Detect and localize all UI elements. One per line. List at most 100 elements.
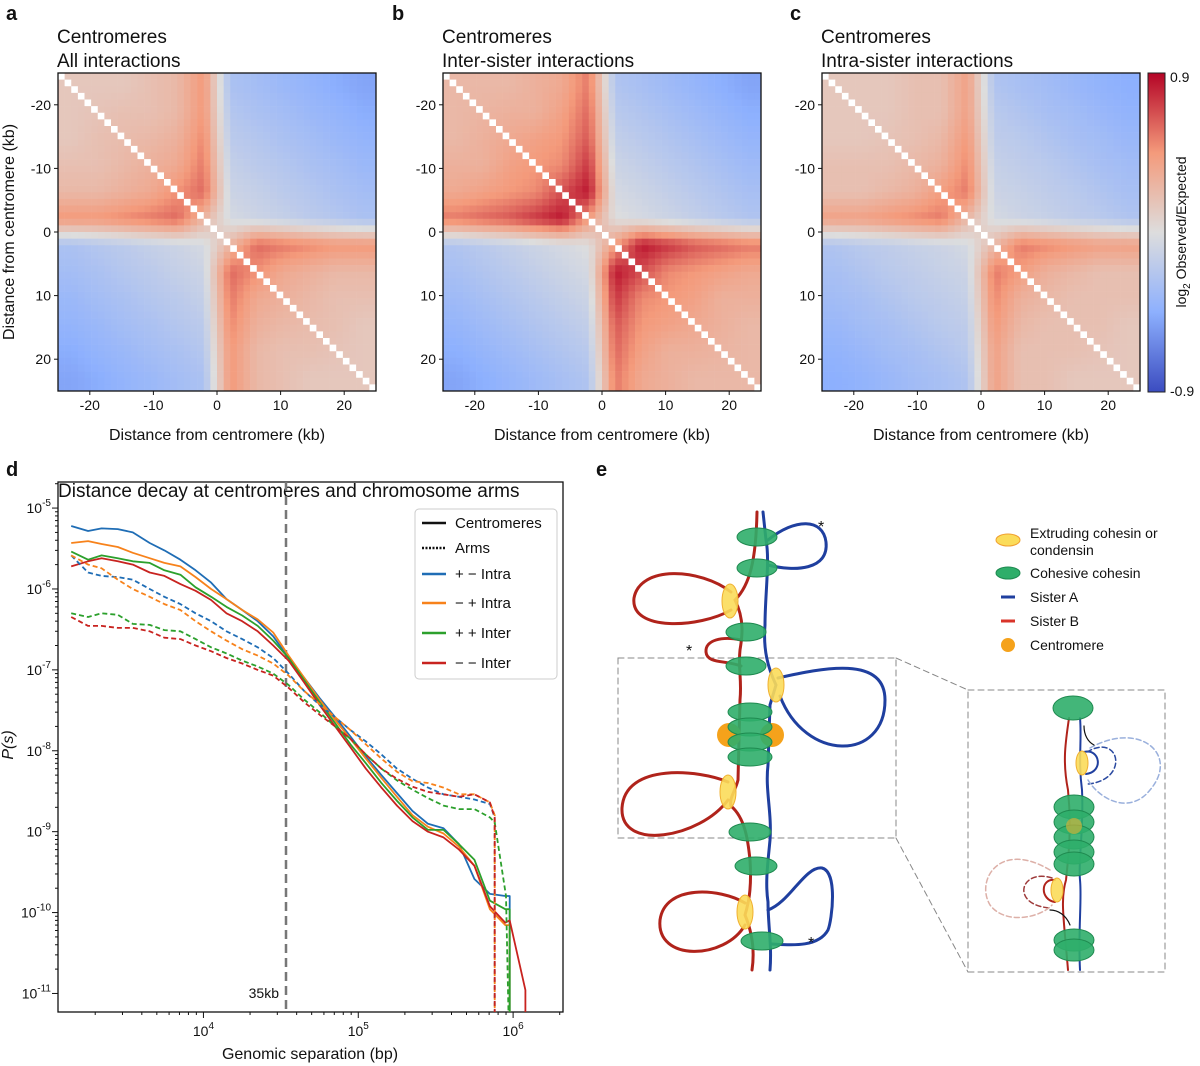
heatmap-cell	[197, 205, 205, 213]
heatmap-cell	[608, 318, 616, 326]
heatmap-cell	[828, 99, 836, 107]
heatmap-cell	[323, 192, 330, 200]
heatmap-cell	[462, 357, 470, 365]
heatmap-cell	[721, 106, 729, 114]
heatmap-cell	[489, 205, 497, 213]
heatmap-cell	[323, 139, 330, 147]
heatmap-cell	[71, 344, 79, 352]
heatmap-cell	[489, 331, 497, 339]
heatmap-cell	[542, 198, 550, 206]
heatmap-cell	[1080, 106, 1088, 114]
heatmap-cell	[568, 232, 576, 239]
heatmap-cell	[256, 145, 264, 153]
heatmap-cell	[130, 198, 138, 206]
heatmap-cell	[469, 79, 477, 87]
heatmap-cell	[542, 132, 550, 140]
heatmap-cell	[602, 377, 609, 385]
heatmap-cell	[296, 304, 304, 312]
heatmap-cell	[476, 298, 484, 306]
heatmap-cell	[64, 238, 72, 246]
heatmap-cell	[71, 232, 79, 239]
heatmap-cell	[648, 351, 656, 359]
heatmap-cell	[741, 126, 749, 133]
heatmap-cell	[263, 377, 271, 385]
heatmap-cell	[754, 331, 762, 339]
heatmap-cell	[157, 218, 165, 226]
heatmap-cell	[443, 318, 450, 326]
heatmap-cell	[674, 132, 682, 140]
heatmap-cell	[124, 212, 132, 220]
heatmap-cell	[157, 165, 165, 173]
heatmap-cell	[701, 265, 709, 273]
heatmap-cell	[157, 357, 165, 365]
heatmap-cell	[270, 278, 277, 286]
heatmap-cell	[316, 179, 324, 186]
heatmap-cell	[449, 364, 457, 372]
heatmap-cell	[303, 271, 311, 279]
heatmap-cell	[256, 218, 264, 226]
heatmap-cell	[164, 338, 171, 345]
heatmap-cell	[443, 185, 450, 193]
heatmap-cell	[721, 73, 729, 80]
heatmap-cell	[77, 145, 85, 153]
heatmap-cell	[655, 251, 662, 259]
heatmap-cell	[270, 99, 277, 107]
heatmap-cell	[91, 357, 99, 365]
heatmap-cell	[336, 185, 344, 193]
heatmap-cell	[97, 364, 105, 372]
heatmap-cell	[674, 357, 682, 365]
heatmap-cell	[223, 298, 231, 306]
heatmap-cell	[714, 298, 722, 306]
heatmap-cell	[157, 238, 165, 246]
heatmap-cell	[124, 198, 132, 206]
heatmap-cell	[349, 357, 357, 365]
heatmap-cell	[183, 212, 191, 220]
heatmap-cell	[535, 152, 543, 160]
heatmap-cell	[754, 139, 762, 147]
heatmap-cell	[117, 364, 125, 372]
heatmap-cell	[283, 238, 291, 246]
heatmap-cell	[489, 212, 497, 220]
heatmap-cell	[84, 357, 92, 365]
heatmap-cell	[476, 384, 484, 392]
heatmap-cell	[263, 73, 271, 80]
heatmap-cell	[77, 291, 85, 299]
heatmap-cell	[323, 218, 330, 226]
heatmap-cell	[309, 159, 317, 167]
heatmap-cell	[489, 132, 497, 140]
heatmap-cell	[183, 218, 191, 226]
heatmap-cell	[469, 245, 477, 253]
heatmap-cell	[243, 311, 251, 319]
heatmap-cell	[555, 119, 563, 127]
heatmap-cell	[615, 278, 623, 286]
heatmap-cell	[283, 212, 291, 220]
heatmap-cell	[701, 245, 709, 253]
heatmap-cell	[263, 285, 271, 292]
heatmap-cell	[602, 112, 609, 120]
heatmap-cell	[449, 92, 457, 100]
heatmap-cell	[701, 159, 709, 167]
heatmap-cell	[549, 271, 556, 279]
heatmap-cell	[482, 159, 490, 167]
heatmap-cell	[356, 218, 364, 226]
heatmap-cell	[276, 192, 284, 200]
heatmap-cell	[588, 92, 596, 100]
heatmap-cell	[276, 73, 284, 80]
heatmap-cell	[502, 318, 510, 326]
heatmap-cell	[362, 331, 370, 339]
heatmap-cell	[668, 357, 676, 365]
heatmap-cell	[144, 271, 152, 279]
heatmap-cell	[841, 106, 849, 114]
heatmap-cell	[309, 172, 317, 180]
heatmap-cell	[502, 132, 510, 140]
heatmap-cell	[289, 324, 297, 332]
heatmap-cell	[309, 92, 317, 100]
heatmap-cell	[289, 198, 297, 206]
heatmap-cell	[648, 212, 656, 220]
heatmap-cell	[1106, 92, 1114, 100]
heatmap-cell	[309, 304, 317, 312]
heatmap-cell	[582, 265, 590, 273]
heatmap-cell	[549, 106, 556, 114]
x-tick-label: 0	[213, 397, 221, 413]
